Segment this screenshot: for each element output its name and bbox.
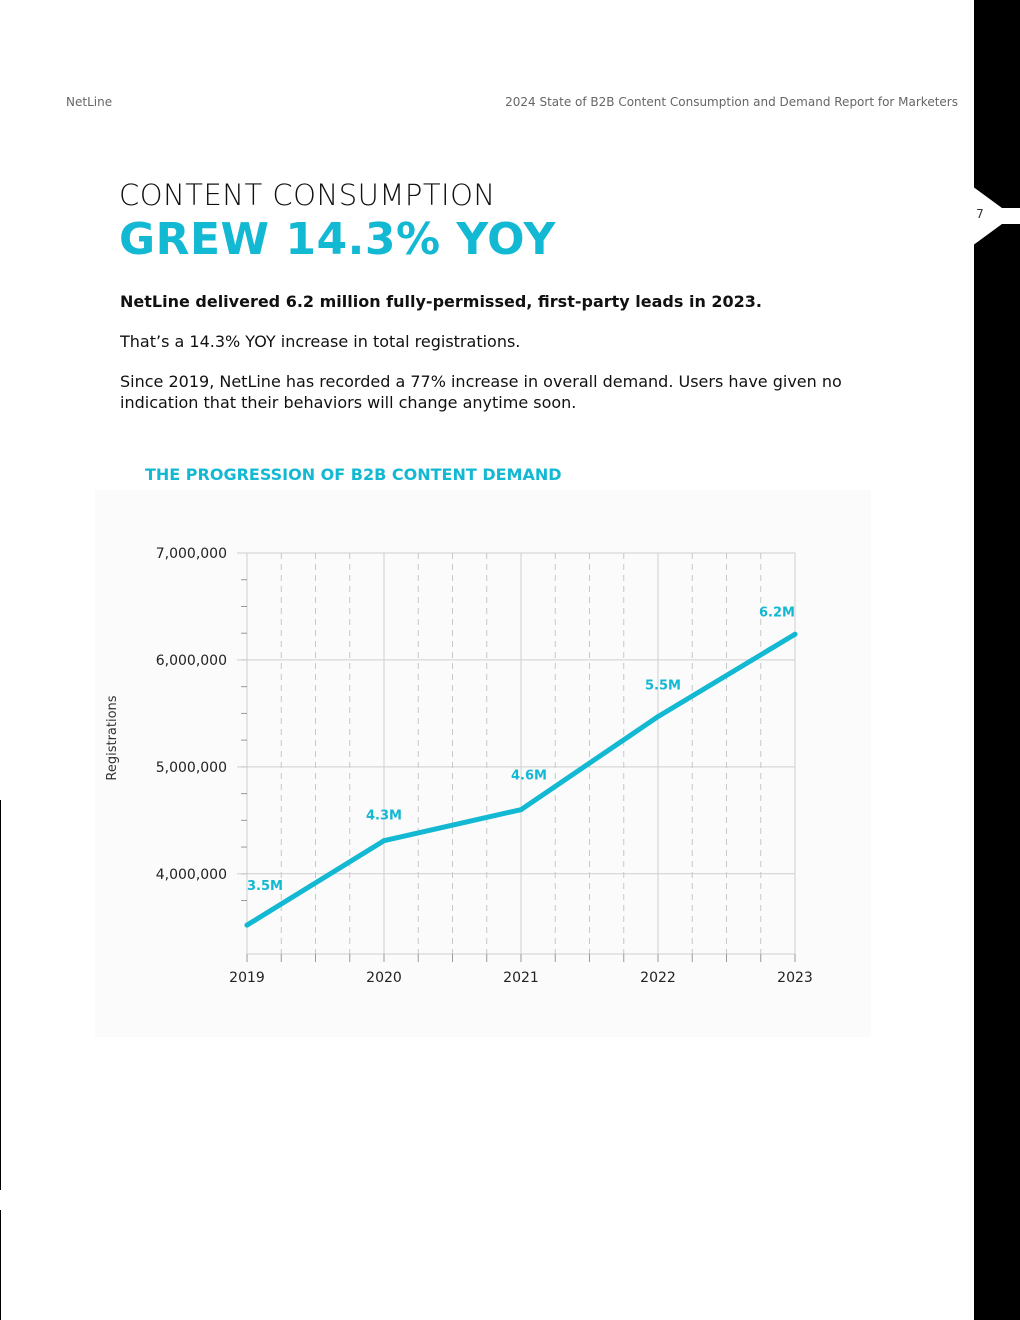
page-number: 7	[976, 207, 984, 221]
x-tick-label: 2023	[777, 970, 813, 986]
y-tick-label: 5,000,000	[156, 760, 227, 776]
section-headline: GREW 14.3% YOY	[119, 214, 556, 265]
y-tick-label: 4,000,000	[156, 867, 227, 883]
report-title: 2024 State of B2B Content Consumption an…	[505, 95, 958, 109]
section-kicker: CONTENT CONSUMPTION	[119, 178, 496, 212]
y-tick-label: 6,000,000	[156, 653, 227, 669]
page-tab-shape	[972, 186, 1020, 246]
y-axis-label: Registrations	[105, 695, 120, 780]
left-edge-line	[0, 1210, 1, 1320]
data-label: 3.5M	[247, 879, 283, 894]
body-paragraph: That’s a 14.3% YOY increase in total reg…	[120, 332, 521, 351]
x-tick-label: 2021	[503, 970, 539, 986]
lead-paragraph: NetLine delivered 6.2 million fully-perm…	[120, 292, 763, 311]
data-point	[792, 631, 798, 637]
data-label: 4.3M	[366, 809, 402, 824]
data-label: 4.6M	[511, 769, 547, 784]
y-tick-label: 7,000,000	[156, 546, 227, 562]
data-point	[244, 922, 250, 928]
data-label: 6.2M	[759, 605, 795, 620]
body-paragraph: Since 2019, NetLine has recorded a 77% i…	[120, 372, 842, 412]
x-tick-label: 2019	[229, 970, 265, 986]
data-point	[518, 807, 524, 813]
x-tick-label: 2020	[366, 970, 402, 986]
x-tick-label: 2022	[640, 970, 676, 986]
data-point	[655, 714, 661, 720]
left-edge-line	[0, 800, 1, 1190]
data-label: 5.5M	[645, 679, 681, 694]
data-point	[381, 838, 387, 844]
chart-panel	[95, 490, 871, 1037]
chart-title: THE PROGRESSION OF B2B CONTENT DEMAND	[145, 465, 562, 484]
brand-name: NetLine	[66, 95, 113, 109]
